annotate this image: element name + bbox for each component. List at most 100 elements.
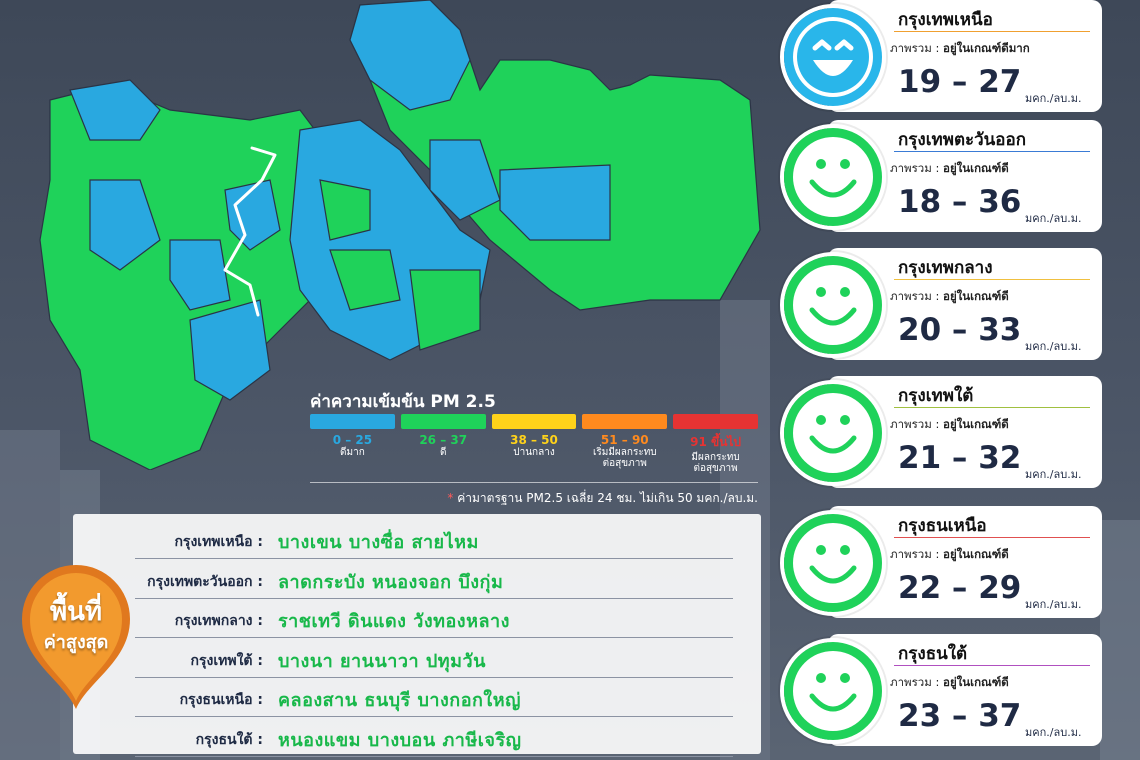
card-status-value: อยู่ในเกณฑ์ดี	[943, 161, 1009, 175]
legend-cell: 26 – 37 ดี	[401, 433, 486, 474]
legend-range: 51 – 90	[600, 433, 649, 447]
legend-cells: 0 – 25 ดีมาก 26 – 37 ดี 38 – 50 ปานกลาง 51 – 9…	[310, 433, 758, 474]
table-row: กรุงธนใต้ : หนองแขม บางบอน ภาษีเจริญ	[73, 718, 761, 758]
zone-card: กรุงธนเหนือ ภาพรวม : อยู่ในเกณฑ์ดี 22 – 29…	[780, 506, 1102, 618]
legend-bar	[673, 414, 758, 429]
card-status: ภาพรวม : อยู่ในเกณฑ์ดี	[890, 546, 1009, 564]
card-unit: มคก./ลบ.ม.	[1025, 92, 1082, 105]
highest-areas-panel: กรุงเทพเหนือ : บางเขน บางซื่อ สายไหม กรุงเ…	[73, 514, 761, 757]
card-status: ภาพรวม : อยู่ในเกณฑ์ดี	[890, 288, 1009, 306]
map-region-central	[289, 119, 491, 361]
legend-cell: 51 – 90 เริ่มมีผลกระทบ ต่อสุขภาพ	[582, 433, 667, 474]
row-divider	[135, 716, 733, 717]
row-districts: ลาดกระบัง หนองจอก บึงกุ่ม	[278, 571, 504, 593]
legend-label: มีผลกระทบ	[691, 452, 740, 463]
legend-range: 38 – 50	[510, 433, 558, 447]
legend-divider	[310, 482, 758, 483]
legend-bar	[582, 414, 668, 429]
card-unit: มคก./ลบ.ม.	[1025, 598, 1082, 611]
zone-card: กรุงเทพเหนือ ภาพรวม : อยู่ในเกณฑ์ดีมาก 19 …	[780, 0, 1102, 112]
face-badge	[780, 380, 886, 486]
card-status-value: อยู่ในเกณฑ์ดี	[943, 675, 1009, 689]
row-zone-name: กรุงธนใต้ :	[195, 731, 263, 748]
card-status: ภาพรวม : อยู่ในเกณฑ์ดี	[890, 674, 1009, 692]
very-good-face-icon	[784, 8, 882, 106]
face-badge	[780, 124, 886, 230]
face-badge	[780, 510, 886, 616]
card-title: กรุงเทพตะวันออก	[898, 130, 1026, 150]
table-row: กรุงเทพเหนือ : บางเขน บางซื่อ สายไหม	[73, 520, 761, 560]
legend-range: 0 – 25	[332, 433, 373, 447]
good-face-icon	[784, 128, 882, 226]
card-title-underline	[894, 537, 1090, 538]
card-status-value: อยู่ในเกณฑ์ดี	[943, 417, 1009, 431]
row-districts: บางเขน บางซื่อ สายไหม	[278, 532, 479, 553]
row-divider	[135, 558, 733, 559]
card-box: กรุงธนเหนือ ภาพรวม : อยู่ในเกณฑ์ดี 22 – 29…	[828, 506, 1102, 618]
card-pm-range: 19 – 27	[898, 64, 1022, 100]
row-zone-name: กรุงเทพตะวันออก :	[147, 573, 263, 590]
card-pm-range: 21 – 32	[898, 440, 1022, 476]
card-status-prefix: ภาพรวม :	[890, 41, 940, 55]
legend-bar	[491, 414, 577, 429]
legend-cell: 0 – 25 ดีมาก	[310, 433, 395, 474]
card-title: กรุงเทพใต้	[898, 386, 974, 406]
card-title: กรุงธนเหนือ	[898, 516, 987, 536]
good-face-icon	[784, 642, 882, 740]
card-status: ภาพรวม : อยู่ในเกณฑ์ดี	[890, 160, 1009, 178]
zone-card: กรุงเทพใต้ภาพรวม : อยู่ในเกณฑ์ดี 21 – 32 ม…	[780, 376, 1102, 488]
row-divider	[135, 676, 733, 678]
card-title-underline	[894, 665, 1090, 666]
legend-label: ดี	[439, 447, 447, 458]
face-badge	[780, 252, 886, 358]
pin-line2: ค่าสูงสุด	[43, 632, 109, 653]
zone-card: กรุงเทพตะวันออกภาพรวม : อยู่ในเกณฑ์ดี 18 …	[780, 120, 1102, 232]
map-pin-icon	[22, 565, 130, 709]
legend-cell: 91 ขึ้นไปมีผลกระทบ ต่อสุขภาพ	[673, 433, 758, 474]
card-pm-range: 20 – 33	[898, 312, 1022, 348]
legend-range: 91 ขึ้นไป	[690, 435, 742, 449]
legend-bars	[310, 414, 758, 429]
row-districts: ราชเทวี ดินแดง วังทองหลาง	[278, 611, 510, 632]
card-status-value: อยู่ในเกณฑ์ดีมาก	[943, 41, 1030, 55]
card-status-prefix: ภาพรวม :	[890, 289, 940, 303]
card-title-underline	[894, 407, 1090, 408]
card-unit: มคก./ลบ.ม.	[1025, 340, 1082, 353]
map-region-west	[39, 79, 331, 470]
legend-note: * ค่ามาตรฐาน PM2.5 เฉลี่ย 24 ชม. ไม่เกิน…	[310, 489, 758, 508]
card-status-prefix: ภาพรวม :	[890, 417, 940, 431]
card-title-underline	[894, 151, 1090, 152]
legend-label-line2: ต่อสุขภาพ	[602, 458, 647, 469]
row-zone-name: กรุงเทพใต้ :	[190, 652, 263, 669]
card-status-value: อยู่ในเกณฑ์ดี	[943, 547, 1009, 561]
legend-title: ค่าความเข้มข้น PM 2.5	[310, 392, 496, 412]
table-row: กรุงธนเหนือ : คลองสาน ธนบุรี บางกอกใหญ่	[73, 678, 761, 718]
row-districts: บางนา ยานนาวา ปทุมวัน	[278, 650, 486, 672]
card-title-underline	[894, 31, 1090, 32]
card-unit: มคก./ลบ.ม.	[1025, 726, 1082, 739]
legend-label-line2: ต่อสุขภาพ	[693, 463, 738, 474]
good-face-icon	[784, 514, 882, 612]
card-unit: มคก./ลบ.ม.	[1025, 468, 1082, 481]
pin-line1: พื้นที่	[49, 597, 103, 627]
legend-note-text: ค่ามาตรฐาน PM2.5 เฉลี่ย 24 ชม. ไม่เกิน 5…	[457, 491, 758, 505]
row-zone-name: กรุงเทพกลาง :	[174, 613, 263, 629]
card-title: กรุงเทพกลาง	[898, 258, 993, 278]
row-districts: หนองแขม บางบอน ภาษีเจริญ	[278, 729, 522, 751]
good-face-icon	[784, 256, 882, 354]
legend-range: 26 – 37	[419, 433, 468, 447]
legend-bar	[400, 414, 486, 429]
card-status-prefix: ภาพรวม :	[890, 161, 940, 175]
card-status: ภาพรวม : อยู่ในเกณฑ์ดี	[890, 416, 1009, 434]
note-star-icon: *	[447, 491, 454, 505]
table-row: กรุงเทพตะวันออก : ลาดกระบัง หนองจอก บึงกุ…	[73, 560, 761, 600]
row-divider	[135, 597, 733, 599]
chao-phraya-river	[223, 146, 277, 317]
row-divider	[135, 637, 733, 638]
map-region-north	[349, 0, 761, 311]
card-status-prefix: ภาพรวม :	[890, 547, 940, 561]
row-districts: คลองสาน ธนบุรี บางกอกใหญ่	[278, 690, 521, 711]
legend-label: ดีมาก	[340, 447, 365, 458]
zone-card: กรุงเทพกลางภาพรวม : อยู่ในเกณฑ์ดี 20 – 33…	[780, 248, 1102, 360]
card-pm-range: 18 – 36	[898, 184, 1022, 220]
